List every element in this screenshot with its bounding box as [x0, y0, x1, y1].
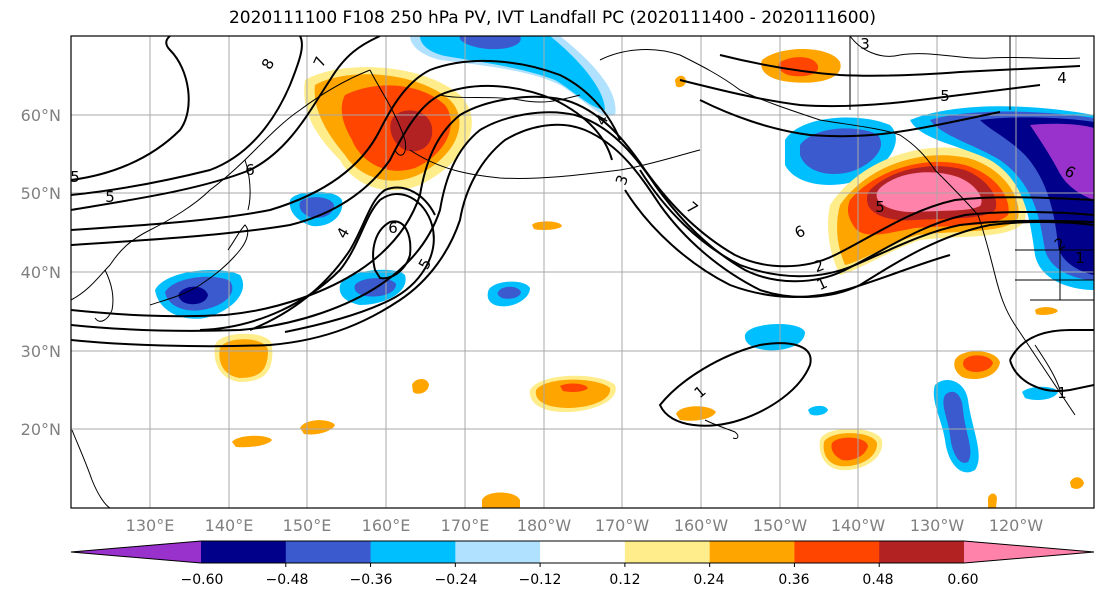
- lon-label: 180°W: [517, 516, 572, 535]
- contour-label: 6: [388, 219, 398, 237]
- colorbar-ticks: [285, 563, 880, 567]
- colorbar-extend-low: [71, 541, 201, 563]
- colorbar-tick-label: −0.48: [266, 572, 309, 588]
- contour-line: [71, 36, 381, 211]
- lat-label-20n: 20°N: [21, 420, 61, 439]
- contour-line: [71, 111, 1094, 332]
- contour-label: 5: [70, 168, 80, 186]
- coastline-kamchatka: [369, 69, 407, 156]
- coastline-korea: [94, 269, 114, 322]
- contour-line: [658, 342, 812, 427]
- coastline-baja: [1034, 344, 1061, 391]
- contour-line: [639, 169, 1094, 278]
- colorbar-segment: [201, 541, 287, 563]
- colorbar-segment: [285, 541, 372, 563]
- lon-label: 140°E: [205, 516, 254, 535]
- coastline-canada-north: [849, 36, 1081, 60]
- coastline-sakhalin: [244, 159, 251, 211]
- coastline-aleutians: [409, 149, 701, 179]
- contour-line: [249, 186, 436, 331]
- contour-label: 5: [105, 188, 115, 206]
- coastlines: [71, 36, 1094, 508]
- colorbar-segment: [455, 541, 541, 563]
- coastline-alaska: [599, 49, 936, 171]
- contour-line: [71, 123, 1094, 348]
- contour-label: 5: [875, 198, 885, 216]
- colorbar: −0.60 −0.48 −0.36 −0.24 −0.12 0.12 0.24 …: [70, 540, 1095, 588]
- colorbar-segments: [70, 540, 1095, 564]
- coastline-asia: [71, 69, 371, 301]
- map-frame: [70, 35, 1095, 509]
- map-panel: 8 7 6 5 4 6 5 4 3 2 1 7 6 2 1 3 4 5 5 6: [70, 35, 1095, 509]
- colorbar-segment: [370, 541, 456, 563]
- lon-label: 120°W: [989, 516, 1044, 535]
- colorbar-tick-label: −0.12: [519, 572, 562, 588]
- coastline-japan: [149, 224, 249, 306]
- lat-label-40n: 40°N: [21, 263, 61, 282]
- lat-label-50n: 50°N: [21, 184, 61, 203]
- contour-line: [719, 54, 1081, 77]
- lon-label: 160°E: [362, 516, 411, 535]
- contour-line: [71, 36, 190, 181]
- lon-label: 130°E: [126, 516, 175, 535]
- contour-label: 1: [1057, 384, 1067, 402]
- contour-label: 6: [245, 161, 255, 179]
- pv-contours: [71, 36, 1094, 427]
- contour-line: [71, 84, 613, 246]
- contour-line: [71, 59, 621, 231]
- lon-label: 170°E: [441, 516, 490, 535]
- contour-line: [372, 220, 412, 280]
- colorbar-segment: [624, 541, 711, 563]
- colorbar-tick-label: 0.24: [693, 572, 724, 588]
- page-title: 2020111100 F108 250 hPa PV, IVT Landfall…: [228, 8, 876, 28]
- colorbar-tick-label: 0.60: [947, 572, 978, 588]
- contour-line: [1009, 329, 1094, 392]
- lat-label-30n: 30°N: [21, 342, 61, 361]
- us-state-borders: [1015, 249, 1094, 301]
- lon-label: 150°W: [753, 516, 808, 535]
- contour-label: 4: [1057, 69, 1067, 87]
- colorbar-segment: [794, 541, 880, 563]
- colorbar-tick-label: 0.36: [778, 572, 809, 588]
- contour-label: 1: [1075, 249, 1085, 267]
- lon-label: 150°E: [283, 516, 332, 535]
- longitude-labels: 130°E 140°E 150°E 160°E 170°E 180°W 170°…: [126, 516, 1044, 535]
- latitude-labels: 60°N 50°N 40°N 30°N 20°N: [21, 106, 61, 439]
- colorbar-extend-high: [964, 541, 1094, 563]
- coastline-philippines: [71, 429, 111, 508]
- contour-line: [71, 36, 303, 196]
- contour-label: 5: [940, 87, 950, 105]
- colorbar-tick-label: −0.36: [350, 572, 393, 588]
- contour-line: [699, 99, 1001, 138]
- lon-label: 160°W: [674, 516, 729, 535]
- shaded-anomaly-fields: [155, 36, 1094, 508]
- colorbar-segment: [879, 541, 965, 563]
- lon-label: 170°W: [595, 516, 650, 535]
- coastline-north-america: [934, 169, 1076, 416]
- colorbar-segment: [540, 541, 626, 563]
- contour-line: [71, 95, 1094, 318]
- colorbar-tick-label: −0.24: [435, 572, 478, 588]
- colorbar-tick-label: 0.48: [862, 572, 893, 588]
- contour-line: [679, 79, 1041, 108]
- lon-label: 130°W: [910, 516, 965, 535]
- contour-line: [624, 189, 951, 298]
- colorbar-tick-label: −0.60: [181, 572, 224, 588]
- contour-label: 3: [860, 35, 870, 53]
- lon-label: 140°W: [831, 516, 886, 535]
- lat-label-60n: 60°N: [21, 106, 61, 125]
- colorbar-outline: [70, 540, 1095, 564]
- colorbar-tick-label: 0.12: [609, 572, 640, 588]
- colorbar-segment: [709, 541, 795, 563]
- coastline-hawaii: [704, 419, 739, 439]
